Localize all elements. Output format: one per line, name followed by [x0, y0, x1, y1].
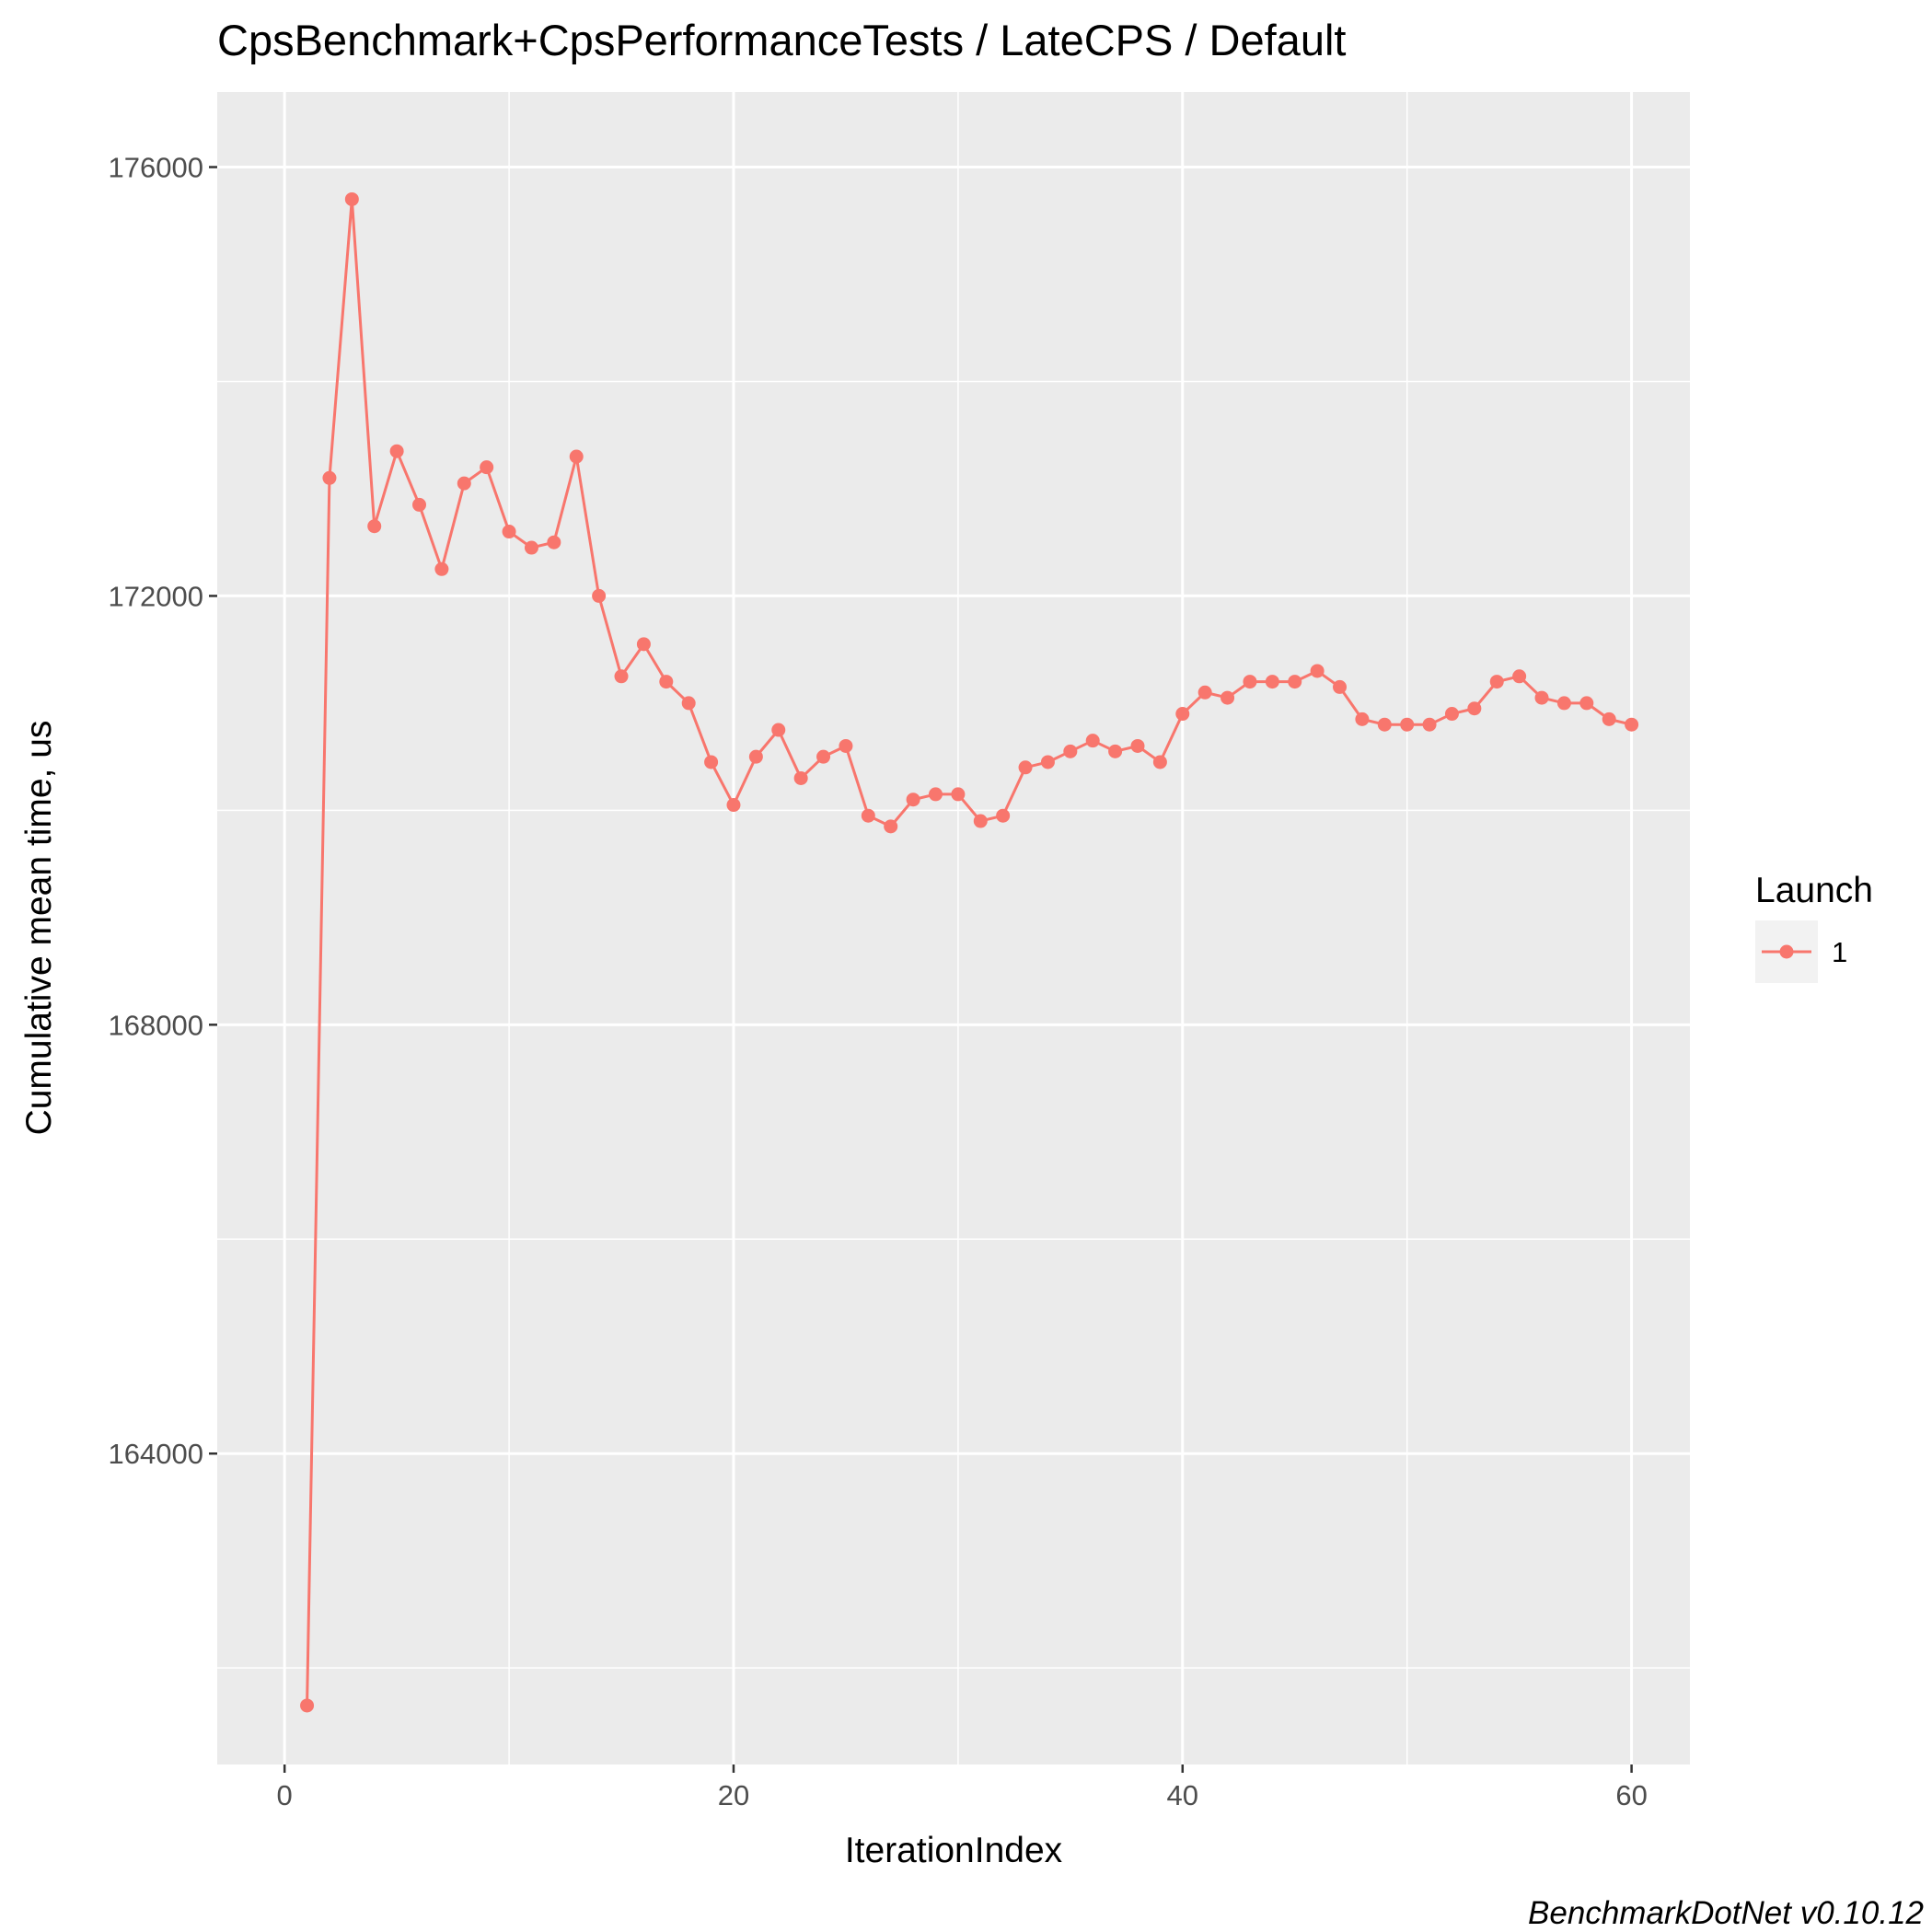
- data-point: [434, 561, 449, 576]
- data-point: [973, 814, 988, 828]
- data-point: [1108, 744, 1123, 758]
- data-point: [480, 460, 494, 475]
- series-layer: [300, 191, 1639, 1713]
- data-point: [951, 787, 966, 802]
- data-point: [457, 476, 471, 491]
- major-gridlines: [217, 92, 1690, 1764]
- data-point: [1422, 717, 1437, 732]
- data-point: [1265, 675, 1279, 689]
- data-point: [367, 519, 382, 534]
- legend-title: Launch: [1755, 871, 1873, 910]
- data-point: [1467, 701, 1482, 716]
- data-point: [681, 696, 696, 711]
- y-axis-title: Cumulative mean time, us: [19, 721, 59, 1136]
- caption: BenchmarkDotNet v0.10.12: [1528, 1895, 1924, 1931]
- data-point: [771, 723, 786, 737]
- y-axis: 164000 168000 172000 176000: [109, 152, 217, 1470]
- data-point: [1355, 711, 1370, 726]
- data-point: [592, 588, 607, 603]
- y-tick-label: 172000: [109, 580, 203, 612]
- data-point: [1625, 717, 1639, 732]
- y-tick-label: 164000: [109, 1438, 203, 1470]
- minor-gridlines: [217, 92, 1690, 1764]
- x-tick-label: 40: [1167, 1779, 1198, 1811]
- legend-key-point: [1779, 944, 1794, 959]
- data-point: [1377, 717, 1392, 732]
- data-point: [547, 535, 561, 550]
- data-point: [884, 819, 898, 834]
- data-point: [1512, 669, 1527, 684]
- data-point: [1489, 675, 1504, 689]
- data-point: [1175, 707, 1190, 722]
- data-point: [1018, 760, 1033, 775]
- data-point: [344, 191, 359, 206]
- data-point: [412, 497, 427, 512]
- data-point: [793, 770, 808, 785]
- x-tick-label: 20: [718, 1779, 749, 1811]
- data-point: [1444, 707, 1459, 722]
- data-point: [300, 1698, 315, 1713]
- data-point: [748, 749, 763, 764]
- legend: Launch 1: [1755, 871, 1873, 983]
- y-tick-label: 176000: [109, 152, 203, 184]
- data-point: [1063, 744, 1078, 758]
- data-point: [502, 525, 516, 539]
- data-point: [636, 637, 651, 652]
- data-point: [928, 787, 943, 802]
- data-point: [1579, 696, 1594, 711]
- data-point: [1152, 755, 1167, 769]
- plot-panel: [217, 92, 1690, 1764]
- data-point: [1288, 675, 1302, 689]
- data-point: [704, 755, 719, 769]
- data-point: [322, 470, 337, 485]
- legend-label: 1: [1832, 936, 1847, 968]
- data-point: [1602, 711, 1616, 726]
- data-point: [1221, 690, 1235, 705]
- data-point: [1040, 755, 1055, 769]
- data-point: [1556, 696, 1571, 711]
- data-point: [839, 738, 853, 753]
- data-point: [816, 749, 831, 764]
- data-point: [906, 792, 920, 807]
- x-axis: 0 20 40 60: [277, 1764, 1648, 1811]
- data-point: [659, 675, 674, 689]
- x-axis-title: IterationIndex: [845, 1831, 1063, 1870]
- data-point: [996, 808, 1011, 823]
- data-point: [389, 444, 404, 458]
- data-point: [1310, 664, 1325, 678]
- data-point: [524, 540, 538, 555]
- data-point: [614, 669, 629, 684]
- data-point: [1085, 734, 1100, 748]
- x-tick-label: 60: [1615, 1779, 1647, 1811]
- data-point: [1197, 685, 1212, 700]
- data-point: [1243, 675, 1257, 689]
- x-tick-label: 0: [277, 1779, 293, 1811]
- y-tick-label: 168000: [109, 1009, 203, 1041]
- data-point: [1130, 738, 1145, 753]
- data-point: [1534, 690, 1549, 705]
- data-point: [569, 449, 584, 464]
- data-point: [1400, 717, 1415, 732]
- data-point: [726, 798, 741, 813]
- data-point: [1333, 679, 1348, 694]
- data-point: [861, 808, 875, 823]
- chart-title: CpsBenchmark+CpsPerformanceTests / LateC…: [217, 16, 1346, 64]
